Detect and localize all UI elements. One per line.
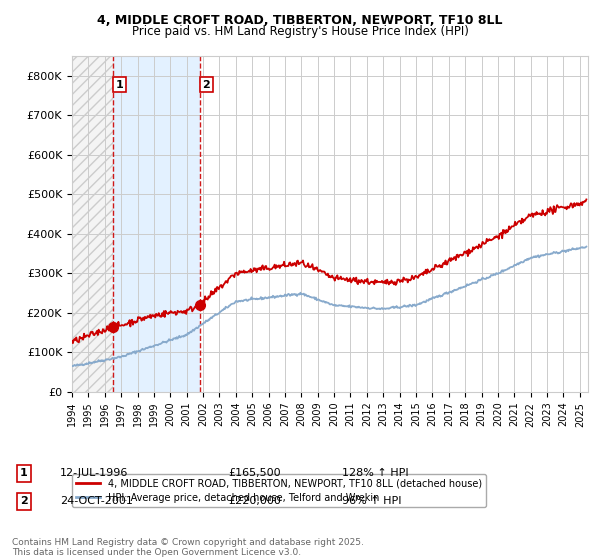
Text: Price paid vs. HM Land Registry's House Price Index (HPI): Price paid vs. HM Land Registry's House … [131,25,469,38]
Text: 24-OCT-2001: 24-OCT-2001 [60,496,133,506]
Text: £165,500: £165,500 [228,468,281,478]
Text: 2: 2 [20,496,28,506]
Text: 4, MIDDLE CROFT ROAD, TIBBERTON, NEWPORT, TF10 8LL: 4, MIDDLE CROFT ROAD, TIBBERTON, NEWPORT… [97,14,503,27]
Legend: 4, MIDDLE CROFT ROAD, TIBBERTON, NEWPORT, TF10 8LL (detached house), HPI: Averag: 4, MIDDLE CROFT ROAD, TIBBERTON, NEWPORT… [72,474,485,507]
Text: Contains HM Land Registry data © Crown copyright and database right 2025.
This d: Contains HM Land Registry data © Crown c… [12,538,364,557]
Text: 2: 2 [202,80,210,90]
Text: 96% ↑ HPI: 96% ↑ HPI [342,496,401,506]
Text: 128% ↑ HPI: 128% ↑ HPI [342,468,409,478]
Text: 1: 1 [116,80,124,90]
Bar [113,56,200,392]
Text: 12-JUL-1996: 12-JUL-1996 [60,468,128,478]
Text: 1: 1 [20,468,28,478]
Bar [72,56,113,392]
Text: £220,000: £220,000 [228,496,281,506]
